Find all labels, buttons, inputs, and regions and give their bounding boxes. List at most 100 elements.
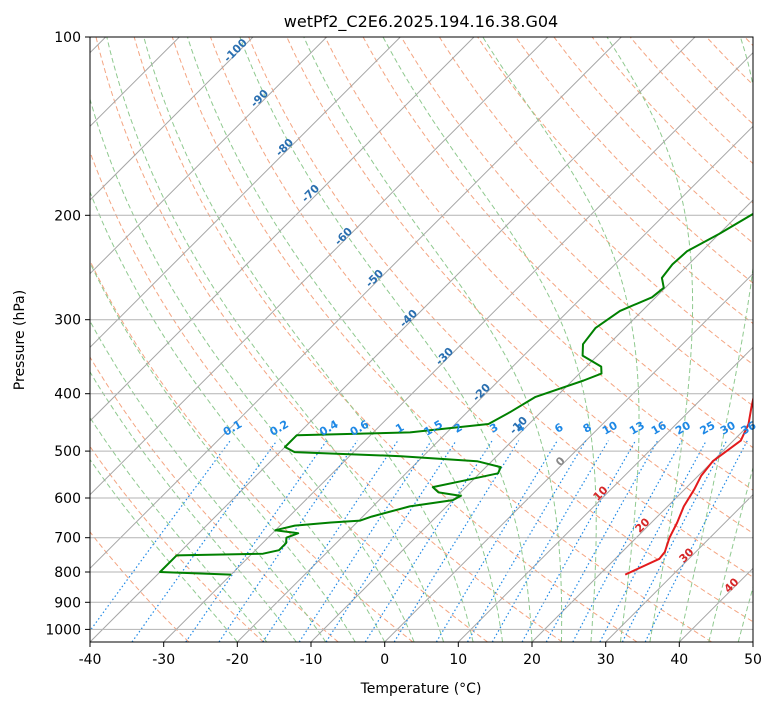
dry-adiabat bbox=[95, 37, 563, 642]
isotherm bbox=[531, 420, 753, 642]
mixing-ratio-line bbox=[325, 440, 457, 642]
x-tick-label: 30 bbox=[597, 652, 615, 668]
y-tick-label: 300 bbox=[54, 313, 81, 329]
moist-adiabat bbox=[187, 37, 503, 642]
isotherm bbox=[90, 37, 254, 201]
x-tick-label: -20 bbox=[226, 652, 249, 668]
mixing-ratio-line bbox=[599, 440, 707, 642]
mixing-ratio-line bbox=[466, 440, 587, 642]
mixing-ratio-line bbox=[364, 440, 493, 642]
mixing-ratio-label: 3 bbox=[487, 421, 500, 436]
dry-adiabat bbox=[210, 37, 753, 623]
mixing-ratio-line bbox=[131, 440, 278, 642]
mixing-ratio-line bbox=[262, 440, 399, 642]
moist-adiabat bbox=[737, 585, 753, 642]
moist-adiabat-label: -90 bbox=[248, 87, 271, 110]
mixing-ratio-label: 0.6 bbox=[348, 417, 372, 438]
mixing-ratio-line bbox=[572, 440, 683, 642]
moist-adiabat-label: -30 bbox=[433, 345, 456, 368]
y-tick-label: 200 bbox=[54, 208, 81, 224]
isotherm bbox=[90, 37, 328, 275]
y-axis: 100 200 300 400 500 600 700 800 900 1000 bbox=[45, 30, 90, 638]
dry-adiabat bbox=[133, 37, 638, 642]
mixing-ratio-label: 0.2 bbox=[267, 418, 290, 439]
traces bbox=[159, 212, 753, 576]
isotherm bbox=[678, 567, 753, 642]
mixing-ratio-label: 8 bbox=[581, 421, 594, 436]
chart-title: wetPf2_C2E6.2025.194.16.38.G04 bbox=[284, 12, 558, 32]
mixing-ratio-line bbox=[218, 440, 358, 642]
y-tick-label: 1000 bbox=[45, 622, 81, 638]
pressure-grid bbox=[90, 214, 753, 630]
moist-adiabat-label: -80 bbox=[273, 136, 296, 159]
dry-adiabat bbox=[286, 37, 753, 534]
mixing-ratio-line bbox=[644, 440, 748, 642]
isotherm bbox=[90, 37, 549, 496]
dry-adiabat bbox=[706, 37, 753, 86]
mixing-ratio-line bbox=[90, 440, 231, 632]
moist-adiabat bbox=[482, 37, 640, 642]
x-tick-label: -10 bbox=[300, 652, 323, 668]
isotherm bbox=[752, 641, 753, 642]
isotherm bbox=[605, 493, 753, 642]
y-tick-label: 400 bbox=[54, 387, 81, 403]
dewpoint-trace bbox=[159, 212, 753, 576]
moist-adiabat bbox=[382, 37, 597, 642]
y-tick-label: 600 bbox=[54, 491, 81, 507]
moist-adiabat-label: -50 bbox=[363, 267, 386, 290]
dry-adiabat bbox=[90, 356, 339, 642]
temperature-trace bbox=[624, 395, 753, 576]
moist-adiabat bbox=[606, 37, 694, 642]
y-tick-label: 900 bbox=[54, 595, 81, 611]
moist-adiabat-label: 10 bbox=[591, 483, 611, 503]
dry-adiabat bbox=[477, 37, 753, 325]
moist-adiabat bbox=[239, 37, 533, 642]
moist-adiabat bbox=[90, 370, 297, 642]
dry-adiabat bbox=[90, 259, 414, 642]
moist-adiabat bbox=[90, 458, 238, 642]
moist-adiabat-label: -70 bbox=[299, 182, 322, 205]
isotherm bbox=[384, 272, 753, 642]
mixing-ratio-line bbox=[521, 440, 637, 642]
y-tick-label: 500 bbox=[54, 444, 81, 460]
x-tick-label: 40 bbox=[670, 652, 688, 668]
mixing-ratio-label: 0.4 bbox=[317, 417, 341, 438]
moist-adiabat-label: 30 bbox=[677, 545, 697, 565]
mixing-ratio-label: 13 bbox=[627, 419, 647, 438]
dry-adiabat bbox=[248, 37, 753, 578]
mixing-ratio-label: 30 bbox=[718, 419, 738, 438]
dry-adiabat bbox=[400, 37, 753, 407]
dry-adiabat bbox=[515, 37, 753, 284]
y-tick-label: 800 bbox=[54, 565, 81, 581]
mixing-ratio-line bbox=[298, 440, 432, 642]
x-tick-label: 10 bbox=[449, 652, 467, 668]
x-tick-label: 50 bbox=[744, 652, 762, 668]
moist-adiabat-label: -40 bbox=[397, 307, 420, 330]
mixing-ratio-label: 25 bbox=[698, 419, 718, 438]
y-tick-label: 700 bbox=[54, 531, 81, 547]
x-tick-label: 20 bbox=[523, 652, 541, 668]
moist-adiabat bbox=[143, 37, 474, 642]
moist-adiabat bbox=[106, 37, 445, 642]
y-tick-label: 100 bbox=[54, 30, 81, 46]
x-tick-label: -40 bbox=[79, 652, 102, 668]
isotherm bbox=[163, 51, 753, 642]
background-lines bbox=[90, 37, 753, 642]
isotherm bbox=[310, 199, 753, 642]
plot-frame bbox=[89, 36, 754, 643]
mixing-ratio-label: 1.5 bbox=[422, 418, 445, 439]
dry-adiabat bbox=[362, 37, 753, 449]
moist-adiabat bbox=[90, 416, 268, 642]
dry-adiabat bbox=[90, 150, 488, 642]
isotherm bbox=[90, 37, 475, 422]
moist-adiabat-label: -10 bbox=[507, 414, 530, 437]
isotherm bbox=[90, 37, 696, 642]
isotherm bbox=[236, 125, 753, 642]
moist-adiabat-label: 20 bbox=[633, 515, 653, 535]
mixing-ratio-line bbox=[435, 440, 558, 642]
moist-adiabat bbox=[678, 37, 753, 642]
moist-adiabat bbox=[90, 261, 356, 642]
isotherm bbox=[90, 37, 622, 570]
moist-adiabat bbox=[90, 190, 386, 642]
moist-adiabat-label: -20 bbox=[470, 381, 493, 404]
